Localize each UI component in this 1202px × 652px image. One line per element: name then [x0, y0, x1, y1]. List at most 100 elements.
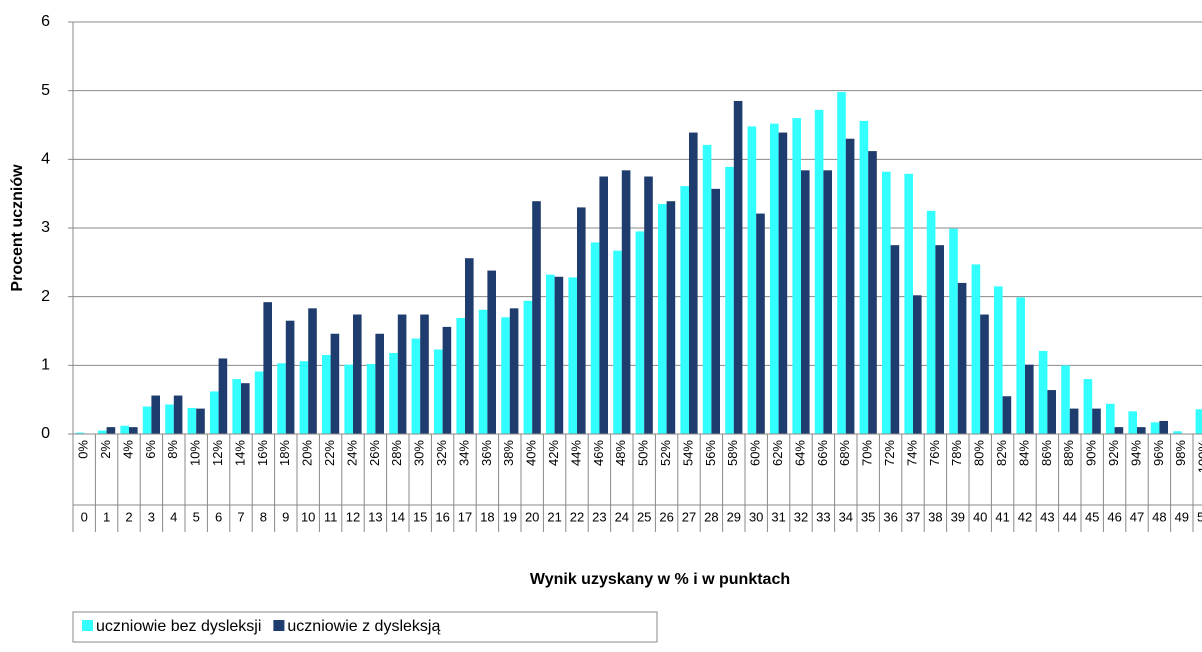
- bar: [151, 395, 160, 434]
- x-tick-label: 11: [324, 509, 338, 524]
- x-tick-label: 22: [570, 509, 584, 524]
- x-tick-label: 12: [346, 509, 360, 524]
- x-tick-label: 42%: [546, 440, 561, 466]
- legend-box: [72, 611, 658, 643]
- bar: [456, 317, 465, 434]
- x-tick-label: 36%: [479, 440, 494, 466]
- bar: [465, 258, 474, 434]
- x-tick-label: 20: [525, 509, 539, 524]
- bar: [814, 109, 824, 434]
- bar: [142, 406, 152, 434]
- bar: [658, 203, 667, 434]
- bar: [129, 427, 138, 434]
- bar: [322, 355, 331, 434]
- bar: [859, 120, 869, 434]
- bar: [949, 228, 958, 434]
- bar: [299, 361, 309, 434]
- bar: [389, 352, 398, 434]
- x-tick-label: 14: [391, 509, 405, 524]
- bar: [711, 188, 720, 434]
- x-tick-label: 16%: [255, 440, 270, 466]
- x-tick-label: 6%: [143, 440, 158, 459]
- bar: [882, 171, 891, 434]
- x-tick-label: 0: [81, 509, 88, 524]
- x-tick-label: 40: [973, 509, 987, 524]
- x-tick-label: 72%: [882, 440, 897, 466]
- bar: [1106, 403, 1115, 434]
- x-tick-label: 98%: [1173, 440, 1188, 466]
- x-tick-label: 47: [1130, 509, 1144, 524]
- bar: [1092, 408, 1101, 434]
- bar: [75, 432, 85, 434]
- x-tick-label: 46%: [591, 440, 606, 466]
- bar: [397, 314, 407, 434]
- x-tick-label: 15: [413, 509, 427, 524]
- x-tick-label: 82%: [994, 440, 1009, 466]
- bar: [1137, 427, 1146, 434]
- x-tick-label: 58%: [725, 440, 740, 466]
- x-tick-label: 60%: [748, 440, 763, 466]
- bar: [1025, 364, 1034, 434]
- x-tick-label: 78%: [949, 440, 964, 466]
- bar: [173, 395, 183, 434]
- x-tick-label: 70%: [860, 440, 875, 466]
- bar: [532, 201, 541, 434]
- bar: [554, 276, 564, 434]
- y-tick-label: 3: [41, 219, 50, 236]
- x-tick-label: 39: [951, 509, 965, 524]
- y-tick-label: 2: [41, 288, 50, 305]
- bar: [487, 270, 496, 434]
- x-tick-label: 7: [237, 509, 244, 524]
- x-tick-label: 0%: [76, 440, 91, 459]
- bar: [330, 333, 340, 434]
- bar: [241, 383, 250, 434]
- bar: [1038, 350, 1048, 434]
- bar: [1173, 431, 1182, 434]
- x-tick-label: 44: [1063, 509, 1077, 524]
- x-tick-label: 6: [215, 509, 222, 524]
- x-tick-label: 38%: [501, 440, 516, 466]
- bar: [792, 118, 801, 434]
- x-tick-label: 44%: [568, 440, 583, 466]
- x-tick-label: 86%: [1039, 440, 1054, 466]
- x-tick-label: 19: [503, 509, 517, 524]
- x-tick-label: 36: [883, 509, 897, 524]
- bar: [1195, 409, 1202, 434]
- bar: [644, 176, 653, 434]
- x-tick-label: 45: [1085, 509, 1099, 524]
- y-tick-label: 4: [41, 151, 50, 168]
- x-tick-label: 42: [1018, 509, 1032, 524]
- x-tick-label: 48: [1152, 509, 1166, 524]
- x-tick-label: 20%: [300, 440, 315, 466]
- x-tick-label: 8: [260, 509, 267, 524]
- bar: [1002, 396, 1012, 434]
- x-tick-label: 76%: [927, 440, 942, 466]
- x-tick-label: 4: [170, 509, 177, 524]
- x-tick-label: 54%: [680, 440, 695, 466]
- x-tick-label: 90%: [1084, 440, 1099, 466]
- x-tick-label: 100%: [1196, 440, 1202, 474]
- bar: [263, 302, 272, 434]
- bar: [1114, 427, 1124, 434]
- x-tick-label: 50%: [636, 440, 651, 466]
- x-tick-label: 28%: [389, 440, 404, 466]
- x-tick-label: 38: [928, 509, 942, 524]
- x-tick-label: 28: [704, 509, 718, 524]
- x-tick-label: 4%: [120, 440, 135, 459]
- x-tick-label: 34: [839, 509, 853, 524]
- x-tick-label: 84%: [1016, 440, 1031, 466]
- bar: [994, 286, 1003, 434]
- bar: [590, 242, 600, 434]
- bar: [106, 427, 116, 434]
- bar: [868, 151, 877, 435]
- bar: [285, 320, 295, 434]
- bar: [1159, 420, 1168, 434]
- bar: [577, 207, 586, 434]
- bar: [733, 100, 743, 434]
- x-tick-label: 24%: [344, 440, 359, 466]
- legend-label: uczniowie z dysleksją: [287, 618, 440, 635]
- x-tick-label: 2%: [98, 440, 113, 459]
- x-tick-label: 14%: [232, 440, 247, 466]
- bar: [1047, 390, 1056, 434]
- x-tick-label: 56%: [703, 440, 718, 466]
